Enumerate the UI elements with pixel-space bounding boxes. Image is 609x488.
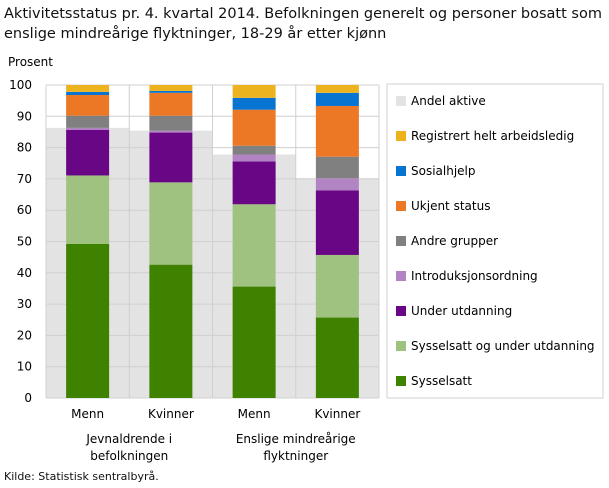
bar-segment [315,85,359,93]
y-tick-label: 30 [17,297,32,311]
y-tick-label: 10 [17,360,32,374]
bar-segment [66,175,110,245]
legend-swatch [396,271,406,281]
bar-segment [149,115,193,131]
bar-segment [315,317,359,398]
bar-segment [149,182,193,265]
group-label: Jevnaldrende i befolkningen [85,432,172,463]
bar-segment [232,109,276,146]
y-tick-label: 60 [17,203,32,217]
bar-segment [315,190,359,255]
legend-label: Under utdanning [411,304,512,318]
legend-label: Andel aktive [411,94,486,108]
bar-segment [232,145,276,155]
bar-segment [149,132,193,183]
bar-segment [315,254,359,318]
legend-label: Sosialhjelp [411,164,476,178]
legend-box [386,83,604,399]
y-tick-label: 90 [17,109,32,123]
x-tick-label: Menn [238,407,271,421]
legend-label: Andre grupper [411,234,498,248]
chart-title: Aktivitetsstatus pr. 4. kvartal 2014. Be… [4,6,602,42]
bar-segment [315,92,359,106]
x-tick-label: Kvinner [148,407,194,421]
bar-segment [66,115,110,128]
legend-swatch [396,306,406,316]
legend-label: Ukjent status [411,199,490,213]
bar-segment [66,129,110,176]
y-tick-label: 50 [17,235,32,249]
legend-swatch [396,376,406,386]
bar-segment [315,105,359,157]
legend-swatch [396,341,406,351]
bar-segment [66,95,110,116]
bar-segment [232,161,276,205]
legend-swatch [396,96,406,106]
legend-label: Registrert helt arbeidsledig [411,129,574,143]
y-tick-label: 80 [17,141,32,155]
legend-label: Sysselsatt og under utdanning [411,339,595,353]
x-tick-label: Menn [71,407,104,421]
y-tick-label: 0 [24,391,32,405]
bar-segment [66,91,110,96]
bar-segment [66,127,110,130]
legend-label: Introduksjonsordning [411,269,538,283]
bar-segment [315,178,359,191]
legend-swatch [396,236,406,246]
legend-swatch [396,131,406,141]
group-label: Enslige mindreårige flyktninger [236,432,356,463]
bar-segment [232,286,276,398]
bar-segment [232,154,276,162]
bar-segment [149,264,193,398]
bar-segment [66,85,110,92]
x-tick-label: Kvinner [314,407,360,421]
legend-swatch [396,201,406,211]
bar-segment [232,204,276,287]
legend-swatch [396,166,406,176]
legend-label: Sysselsatt [411,374,472,388]
bar-segment [232,85,276,98]
bar-segment [315,156,359,179]
bar-segment [149,92,193,116]
bar-segment [232,97,276,110]
y-tick-label: 40 [17,266,32,280]
y-tick-label: 20 [17,328,32,342]
y-tick-label: 100 [9,78,32,92]
y-axis-label: Prosent [8,55,53,69]
bar-segment [66,244,110,398]
source-note: Kilde: Statistisk sentralbyrå. [4,470,159,483]
bar-segment [149,130,193,133]
bar-segment [149,90,193,93]
y-tick-label: 70 [17,172,32,186]
bar-segment [149,85,193,91]
